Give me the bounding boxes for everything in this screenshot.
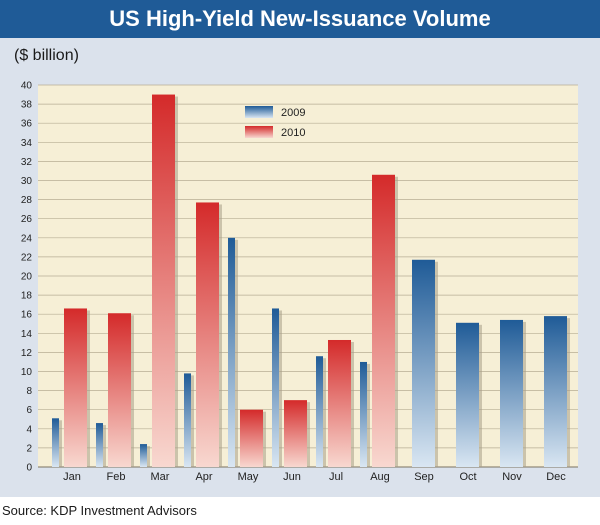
bar-2009 — [456, 322, 479, 467]
y-tick-label: 40 — [21, 81, 33, 92]
bar-chart: 0246810121416182022242628303234363840Jan… — [21, 81, 578, 483]
legend-label: 2009 — [281, 107, 305, 119]
source-note: Source: KDP Investment Advisors — [2, 503, 197, 518]
bar-2010 — [152, 94, 175, 468]
bar-2009 — [316, 356, 323, 467]
bar-2010 — [328, 339, 351, 467]
bar-2009 — [96, 423, 103, 467]
y-tick-label: 16 — [21, 310, 33, 321]
x-tick-label: Jun — [283, 471, 301, 483]
y-tick-label: 18 — [21, 291, 33, 302]
bar-2009 — [228, 237, 235, 467]
y-tick-label: 36 — [21, 119, 33, 130]
x-tick-label: May — [238, 471, 259, 483]
y-tick-label: 12 — [21, 348, 33, 359]
y-tick-label: 14 — [21, 329, 33, 340]
x-tick-label: Jul — [329, 471, 343, 483]
bar-2009 — [272, 308, 279, 467]
y-tick-label: 10 — [21, 367, 33, 378]
bar-2009 — [500, 319, 523, 467]
x-tick-label: Apr — [195, 471, 212, 483]
x-tick-label: Sep — [414, 471, 434, 483]
bar-2010 — [108, 313, 131, 467]
bar-2009 — [184, 373, 191, 467]
bar-2009 — [360, 361, 367, 467]
y-tick-label: 2 — [26, 443, 32, 454]
bar-2009 — [412, 259, 435, 467]
y-tick-label: 28 — [21, 195, 33, 206]
y-tick-label: 20 — [21, 272, 33, 283]
y-tick-label: 22 — [21, 252, 33, 263]
bar-2010 — [196, 202, 219, 467]
x-tick-label: Mar — [151, 471, 170, 483]
y-tick-label: 26 — [21, 214, 33, 225]
x-tick-label: Nov — [502, 471, 522, 483]
legend-label: 2010 — [281, 127, 305, 139]
bar-2010 — [240, 409, 263, 467]
x-tick-label: Aug — [370, 471, 390, 483]
y-tick-label: 8 — [26, 386, 32, 397]
y-tick-label: 0 — [26, 463, 32, 474]
bar-2009 — [544, 316, 567, 467]
legend-swatch — [245, 126, 273, 138]
bar-2009 — [52, 418, 59, 467]
x-tick-label: Oct — [459, 471, 476, 483]
bar-2010 — [284, 400, 307, 467]
y-axis-unit-label: ($ billion) — [14, 47, 79, 64]
y-tick-label: 32 — [21, 157, 33, 168]
x-tick-label: Dec — [546, 471, 566, 483]
legend-swatch — [245, 106, 273, 118]
y-tick-label: 34 — [21, 138, 33, 149]
x-tick-label: Feb — [107, 471, 126, 483]
x-tick-label: Jan — [63, 471, 81, 483]
bar-2009 — [140, 444, 147, 467]
y-tick-label: 4 — [26, 424, 32, 435]
chart-title: US High-Yield New-Issuance Volume — [0, 0, 600, 38]
y-tick-label: 38 — [21, 100, 33, 111]
y-tick-label: 24 — [21, 233, 33, 244]
bar-2010 — [372, 174, 395, 467]
bar-2010 — [64, 308, 87, 467]
y-tick-label: 6 — [26, 405, 32, 416]
y-tick-label: 30 — [21, 176, 33, 187]
